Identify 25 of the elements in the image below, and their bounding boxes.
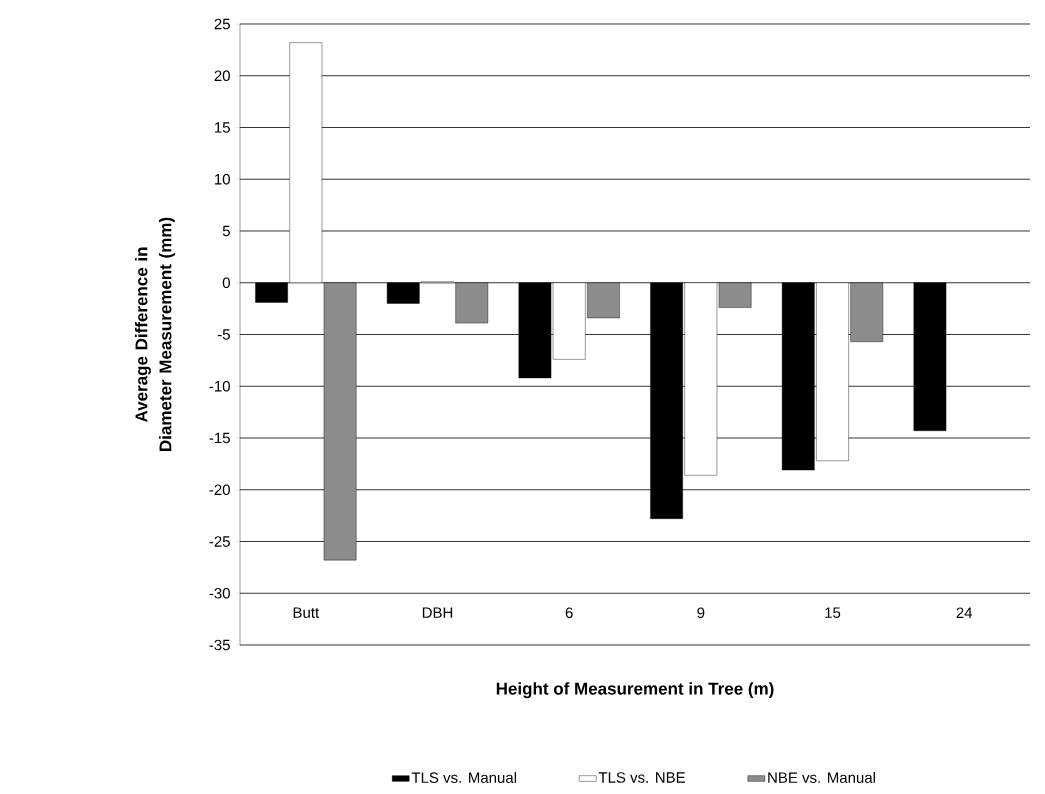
y-tick-label: 5 bbox=[222, 225, 230, 237]
legend-label: TLS vs. Manual bbox=[411, 771, 517, 783]
y-tick-label: -35 bbox=[209, 639, 230, 651]
y-tick-label: -20 bbox=[209, 484, 230, 496]
legend-label: NBE vs. Manual bbox=[768, 771, 875, 783]
x-tick-label: DBH bbox=[422, 607, 453, 618]
x-tick-label: 6 bbox=[565, 607, 573, 619]
y-tick-label: 10 bbox=[215, 173, 230, 185]
bar bbox=[913, 282, 947, 431]
y-tick-label: 0 bbox=[222, 277, 230, 289]
x-axis-title: Height of Measurement in Tree (m) bbox=[496, 682, 774, 699]
y-tick-label: -10 bbox=[209, 380, 230, 392]
legend-label: TLS vs. NBE bbox=[598, 772, 686, 783]
y-tick-label: -30 bbox=[209, 587, 230, 599]
y-tick-label: 15 bbox=[215, 122, 230, 133]
y-tick-label: -25 bbox=[209, 536, 230, 547]
x-tick-label: 9 bbox=[697, 607, 705, 619]
x-tick-label: Butt bbox=[293, 607, 320, 618]
y-tick-label: 20 bbox=[214, 70, 230, 82]
y-tick-label: -5 bbox=[217, 329, 230, 340]
y-tick-label: 25 bbox=[214, 18, 230, 30]
y-axis-title: Average Difference in Diameter Measurement (mm) bbox=[134, 217, 175, 451]
x-tick-label: 24 bbox=[956, 607, 973, 618]
x-tick-label: 15 bbox=[825, 607, 841, 618]
y-tick-label: -15 bbox=[209, 432, 230, 444]
